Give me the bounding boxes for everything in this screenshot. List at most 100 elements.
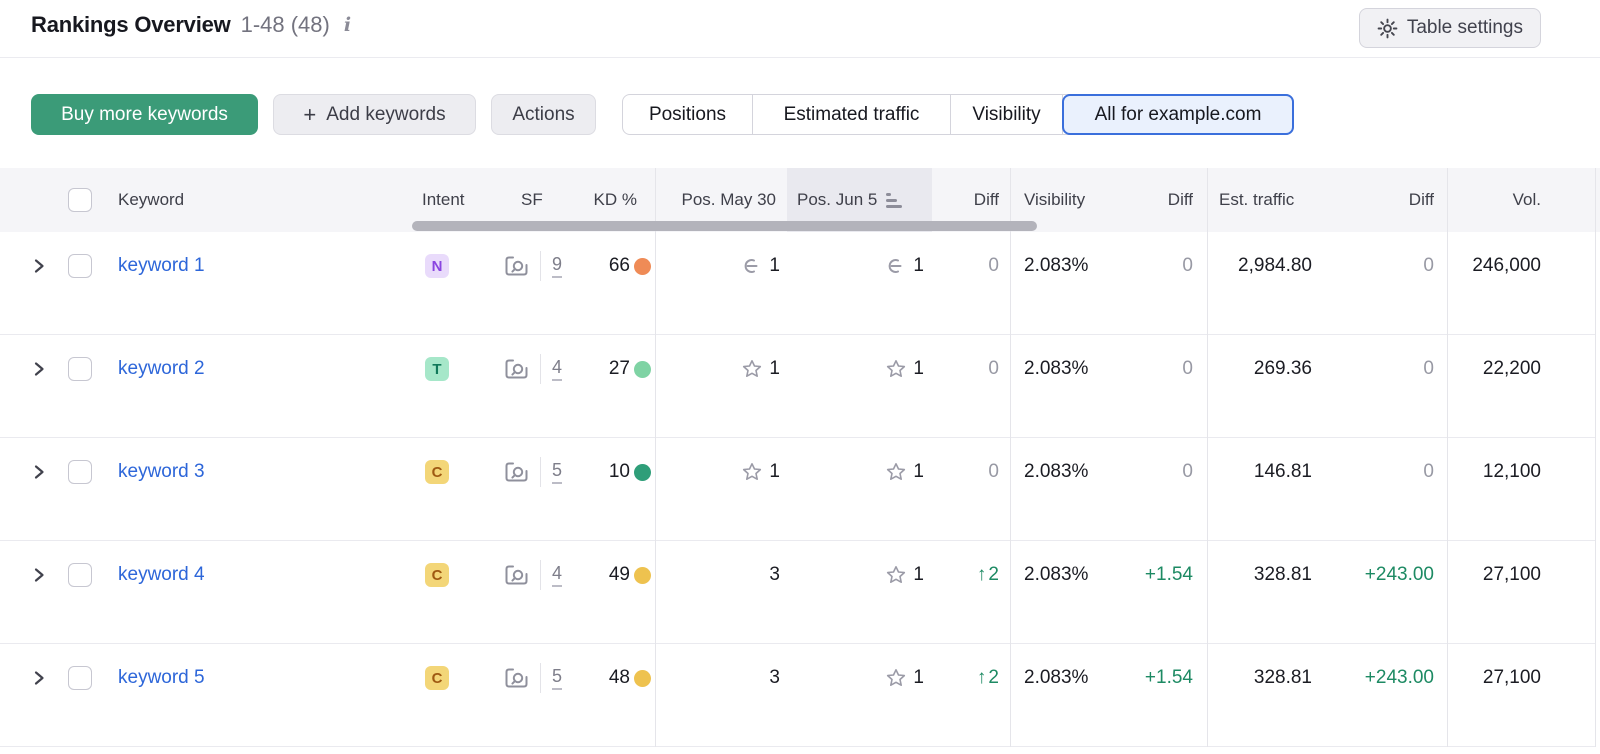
volume-value: 27,100 xyxy=(1482,667,1541,688)
expand-chevron-icon[interactable] xyxy=(33,644,45,712)
col-header-volume[interactable]: Vol. xyxy=(1512,190,1541,209)
intent-badge[interactable]: C xyxy=(425,563,449,587)
keyword-link[interactable]: keyword 3 xyxy=(118,461,205,482)
table-settings-button[interactable]: Table settings xyxy=(1358,8,1541,48)
keyword-link[interactable]: keyword 2 xyxy=(118,358,205,379)
select-all-checkbox[interactable] xyxy=(68,188,92,212)
serp-features-icon[interactable] xyxy=(504,541,529,609)
segment-all-for-domain[interactable]: All for example.com xyxy=(1062,94,1294,135)
pos-may30-cell[interactable]: 3 xyxy=(769,564,780,585)
sf-count[interactable]: 4 xyxy=(552,541,563,609)
divider xyxy=(540,354,541,384)
divider xyxy=(540,560,541,590)
col-header-pos-diff[interactable]: Diff xyxy=(973,190,999,209)
pos-jun5-cell[interactable]: 1 xyxy=(885,232,924,300)
intent-badge[interactable]: T xyxy=(425,357,449,381)
row-checkbox[interactable] xyxy=(68,232,92,300)
row-checkbox[interactable] xyxy=(68,644,92,712)
traffic-diff-value: +243.00 xyxy=(1364,667,1434,688)
est-traffic-value: 328.81 xyxy=(1253,667,1312,688)
col-header-traffic-diff[interactable]: Diff xyxy=(1408,190,1434,209)
star-outline-icon xyxy=(886,462,906,482)
column-divider xyxy=(1447,168,1448,747)
pos-may30-cell[interactable]: 1 xyxy=(741,232,780,300)
serp-features-icon[interactable] xyxy=(504,232,529,300)
volume-value: 27,100 xyxy=(1482,564,1541,585)
col-header-keyword[interactable]: Keyword xyxy=(118,190,185,209)
visibility-value: 2.083% xyxy=(1024,461,1089,482)
add-keywords-label: Add keywords xyxy=(326,103,446,125)
sf-count[interactable]: 4 xyxy=(552,335,563,403)
col-header-pos-may30[interactable]: Pos. May 30 xyxy=(681,190,777,209)
pos-may30-cell[interactable]: 1 xyxy=(742,335,780,403)
col-header-intent[interactable]: Intent xyxy=(422,190,465,209)
volume-value: 22,200 xyxy=(1482,358,1541,379)
col-header-sf[interactable]: SF xyxy=(521,190,543,209)
est-traffic-value: 2,984.80 xyxy=(1238,255,1312,276)
visibility-value: 2.083% xyxy=(1024,358,1089,379)
divider xyxy=(540,251,541,281)
intent-badge[interactable]: N xyxy=(425,254,449,278)
sf-count[interactable]: 5 xyxy=(552,644,563,712)
segment-visibility[interactable]: Visibility xyxy=(951,95,1063,134)
col-header-visibility-diff[interactable]: Diff xyxy=(1167,190,1193,209)
visibility-value: 2.083% xyxy=(1024,667,1089,688)
col-header-est-traffic[interactable]: Est. traffic xyxy=(1219,190,1295,209)
link-icon xyxy=(885,258,906,274)
kd-value: 48 xyxy=(608,667,630,688)
column-divider xyxy=(1010,168,1011,747)
kd-value: 27 xyxy=(608,358,630,379)
expand-chevron-icon[interactable] xyxy=(33,335,45,403)
traffic-diff-value: 0 xyxy=(1423,461,1434,482)
row-checkbox[interactable] xyxy=(68,541,92,609)
expand-chevron-icon[interactable] xyxy=(33,541,45,609)
segment-estimated-traffic[interactable]: Estimated traffic xyxy=(753,95,951,134)
table-row: keyword 4 C 4 49 3 1 ↑ 2 2.083% +1.54 32… xyxy=(0,541,1595,644)
serp-features-icon[interactable] xyxy=(504,335,529,403)
pos-may30-cell[interactable]: 1 xyxy=(742,438,780,506)
buy-more-keywords-button[interactable]: Buy more keywords xyxy=(31,94,258,135)
add-keywords-button[interactable]: + Add keywords xyxy=(273,94,476,135)
col-header-pos-jun5[interactable]: Pos. Jun 5 xyxy=(797,168,903,232)
pos-jun5-cell[interactable]: 1 xyxy=(886,644,924,712)
serp-features-icon[interactable] xyxy=(504,438,529,506)
star-outline-icon xyxy=(886,359,906,379)
pos-diff-value: 0 xyxy=(988,358,999,379)
arrow-up-icon: ↑ xyxy=(976,564,987,585)
serp-features-icon[interactable] xyxy=(504,644,529,712)
visibility-diff-value: 0 xyxy=(1182,358,1193,379)
table-settings-label: Table settings xyxy=(1406,17,1523,38)
column-divider xyxy=(1595,168,1596,747)
sf-count[interactable]: 5 xyxy=(552,438,563,506)
horizontal-scrollbar-thumb[interactable] xyxy=(412,221,1037,231)
row-checkbox[interactable] xyxy=(68,438,92,506)
actions-button[interactable]: Actions xyxy=(491,94,596,135)
segment-positions[interactable]: Positions xyxy=(623,95,753,134)
pos-may30-cell[interactable]: 3 xyxy=(769,667,780,688)
est-traffic-value: 269.36 xyxy=(1253,358,1312,379)
pos-jun5-cell[interactable]: 1 xyxy=(886,541,924,609)
pos-jun5-cell[interactable]: 1 xyxy=(886,335,924,403)
est-traffic-value: 146.81 xyxy=(1253,461,1312,482)
row-checkbox[interactable] xyxy=(68,335,92,403)
star-outline-icon xyxy=(886,565,906,585)
kd-value: 66 xyxy=(608,255,630,276)
keyword-link[interactable]: keyword 4 xyxy=(118,564,205,585)
intent-badge[interactable]: C xyxy=(425,460,449,484)
pos-jun5-cell[interactable]: 1 xyxy=(886,438,924,506)
page-header: Rankings Overview 1-48 (48) i xyxy=(31,12,351,38)
keyword-link[interactable]: keyword 1 xyxy=(118,255,205,276)
est-traffic-value: 328.81 xyxy=(1253,564,1312,585)
table-row: keyword 2 T 4 27 1 1 0 2.083% 0 269.36 0… xyxy=(0,335,1595,438)
kd-difficulty-dot xyxy=(634,258,651,275)
col-header-kd[interactable]: KD % xyxy=(593,190,637,209)
intent-badge[interactable]: C xyxy=(425,666,449,690)
visibility-diff-value: +1.54 xyxy=(1144,667,1193,688)
expand-chevron-icon[interactable] xyxy=(33,232,45,300)
expand-chevron-icon[interactable] xyxy=(33,438,45,506)
sf-count[interactable]: 9 xyxy=(552,232,563,300)
col-header-visibility[interactable]: Visibility xyxy=(1024,190,1086,209)
info-icon[interactable]: i xyxy=(343,14,352,36)
plus-icon: + xyxy=(303,101,317,127)
keyword-link[interactable]: keyword 5 xyxy=(118,667,205,688)
